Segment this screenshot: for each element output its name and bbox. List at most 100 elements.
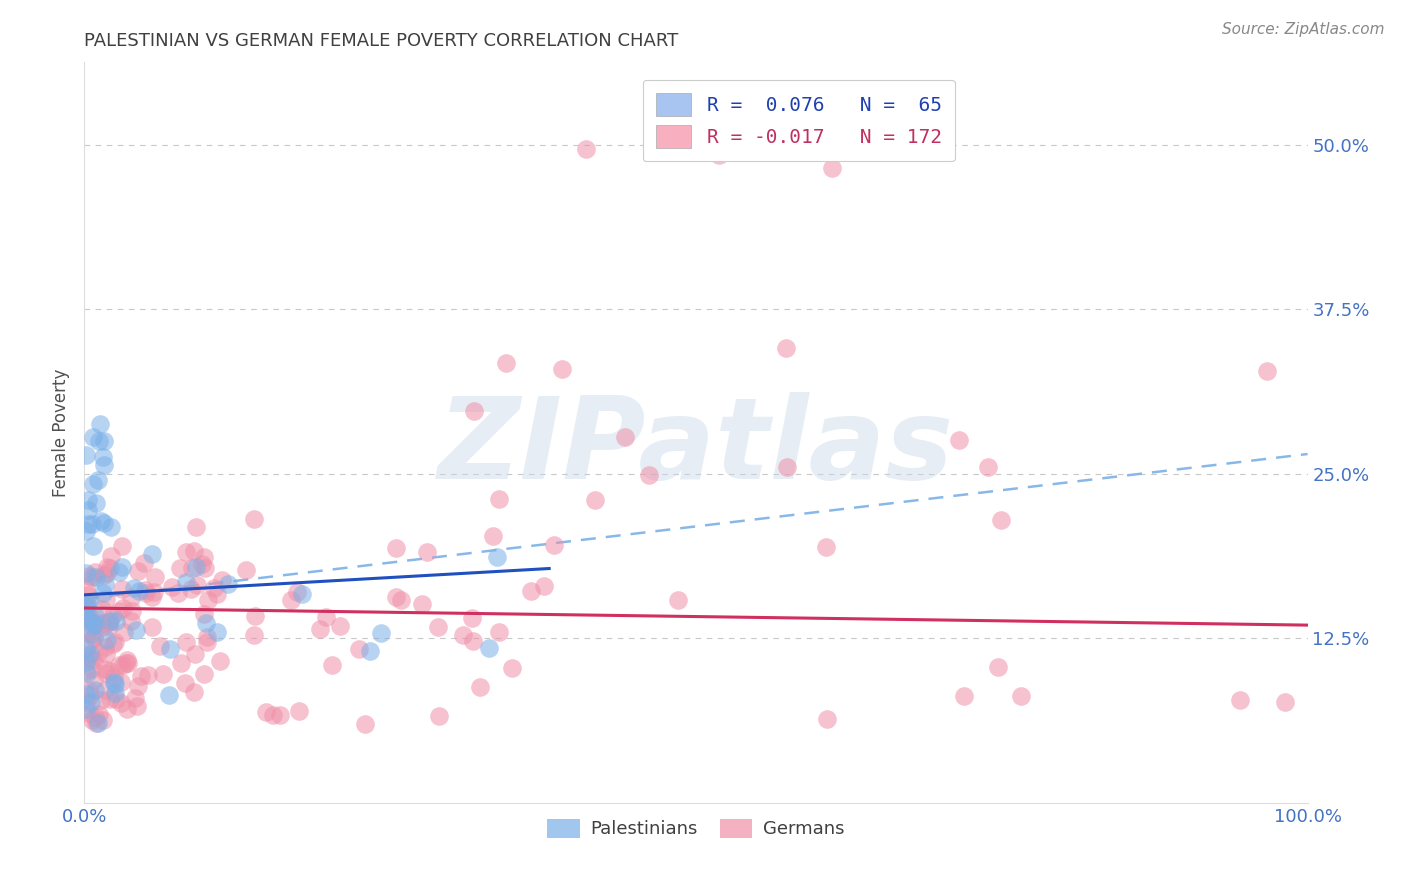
Point: [101, 608, 124, 623]
Point: [194, 616, 217, 631]
Point: [79, 647, 101, 661]
Point: [76, 665, 98, 680]
Point: [80, 633, 103, 648]
Point: [111, 582, 134, 596]
Point: [98, 615, 121, 630]
Point: [96, 560, 118, 574]
Point: [1010, 689, 1032, 703]
Point: [501, 660, 523, 674]
Point: [80, 614, 103, 628]
Point: [75, 641, 97, 656]
Point: [76, 648, 98, 663]
Point: [108, 604, 131, 618]
Point: [174, 676, 197, 690]
Point: [75, 612, 97, 626]
Point: [98, 664, 121, 678]
Point: [125, 623, 148, 637]
Point: [814, 541, 837, 555]
Point: [990, 513, 1012, 527]
Point: [80, 695, 103, 709]
Point: [329, 618, 352, 632]
Point: [87, 706, 110, 721]
Text: PALESTINIAN VS GERMAN FEMALE POVERTY CORRELATION CHART: PALESTINIAN VS GERMAN FEMALE POVERTY COR…: [84, 32, 679, 50]
Point: [75, 664, 97, 678]
Point: [543, 538, 565, 552]
Point: [197, 635, 219, 649]
Point: [80, 662, 103, 676]
Point: [141, 590, 163, 604]
Point: [77, 569, 100, 583]
Point: [93, 640, 115, 654]
Point: [117, 653, 139, 667]
Point: [100, 549, 122, 564]
Point: [309, 623, 332, 637]
Point: [110, 674, 132, 689]
Point: [120, 591, 142, 605]
Point: [82, 539, 104, 553]
Point: [75, 656, 97, 670]
Point: [948, 434, 970, 448]
Point: [461, 634, 484, 648]
Point: [84, 716, 107, 731]
Point: [94, 662, 117, 676]
Point: [91, 586, 114, 600]
Point: [90, 514, 112, 528]
Point: [124, 691, 146, 706]
Point: [115, 657, 138, 671]
Point: [142, 585, 165, 599]
Point: [87, 715, 110, 730]
Point: [583, 492, 606, 507]
Point: [243, 512, 266, 526]
Point: [104, 677, 127, 691]
Point: [117, 657, 139, 671]
Point: [84, 496, 107, 510]
Point: [159, 642, 181, 657]
Point: [132, 556, 155, 570]
Point: [353, 716, 375, 731]
Point: [83, 673, 105, 687]
Point: [186, 578, 208, 592]
Point: [176, 575, 198, 590]
Point: [104, 614, 127, 628]
Point: [94, 665, 117, 680]
Point: [75, 524, 97, 538]
Point: [80, 713, 103, 727]
Point: [115, 702, 138, 716]
Point: [427, 620, 450, 634]
Point: [186, 560, 208, 574]
Point: [111, 657, 134, 672]
Point: [96, 566, 118, 580]
Point: [776, 459, 799, 474]
Point: [463, 404, 485, 418]
Point: [416, 545, 439, 559]
Point: [84, 682, 107, 697]
Point: [170, 657, 193, 671]
Point: [166, 586, 188, 600]
Point: [75, 609, 97, 624]
Point: [321, 657, 343, 672]
Point: [136, 668, 159, 682]
Point: [77, 503, 100, 517]
Y-axis label: Female Poverty: Female Poverty: [52, 368, 70, 497]
Point: [75, 695, 97, 709]
Point: [82, 477, 104, 491]
Legend: Palestinians, Germans: Palestinians, Germans: [540, 812, 852, 846]
Point: [87, 473, 110, 487]
Point: [98, 614, 121, 628]
Point: [93, 568, 115, 582]
Point: [89, 616, 111, 631]
Point: [108, 658, 131, 673]
Point: [411, 597, 433, 611]
Point: [707, 148, 730, 162]
Point: [103, 675, 125, 690]
Point: [235, 563, 257, 577]
Point: [104, 634, 127, 648]
Point: [77, 516, 100, 531]
Text: Source: ZipAtlas.com: Source: ZipAtlas.com: [1222, 22, 1385, 37]
Point: [79, 595, 101, 609]
Point: [205, 587, 228, 601]
Point: [486, 549, 509, 564]
Point: [243, 609, 266, 624]
Point: [98, 561, 121, 575]
Point: [389, 593, 412, 607]
